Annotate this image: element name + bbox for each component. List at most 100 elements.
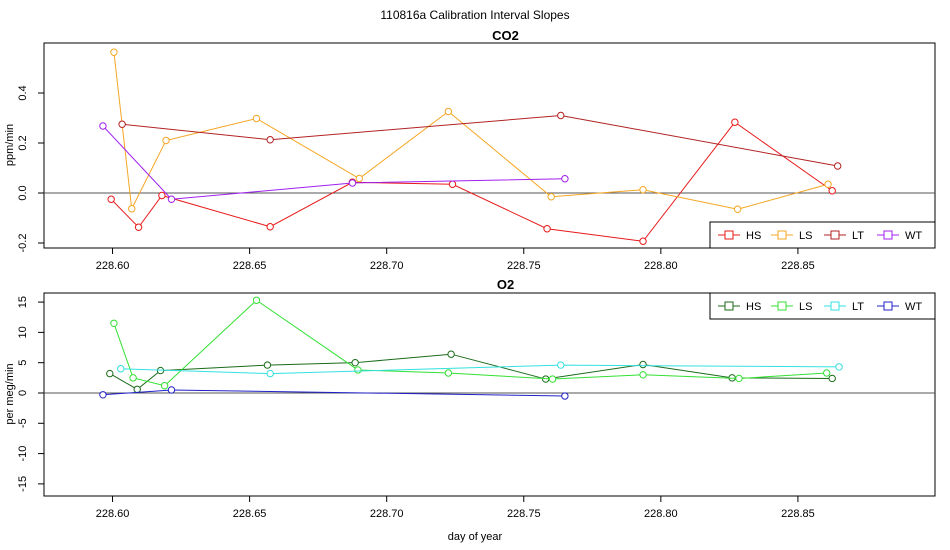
legend-swatch-marker bbox=[724, 301, 734, 311]
legend-swatch-marker bbox=[777, 230, 787, 240]
data-point bbox=[117, 365, 125, 373]
legend: HS LS LT WT bbox=[709, 221, 936, 249]
series-line bbox=[120, 364, 840, 375]
legend-label: HS bbox=[746, 301, 761, 313]
data-point bbox=[444, 107, 453, 116]
legend-swatch-marker bbox=[830, 301, 840, 311]
x-tick-label: 228.65 bbox=[233, 260, 267, 272]
data-point bbox=[99, 391, 107, 399]
series-hs bbox=[107, 118, 836, 245]
data-point bbox=[828, 374, 836, 383]
y-tick-label: 15 bbox=[17, 296, 29, 308]
series-wt bbox=[99, 122, 569, 203]
figure-title: 110816a Calibration Interval Slopes bbox=[380, 8, 569, 22]
data-point bbox=[557, 111, 565, 120]
data-point bbox=[118, 120, 126, 128]
data-point bbox=[167, 195, 176, 203]
data-point bbox=[133, 385, 141, 394]
data-point bbox=[639, 360, 647, 369]
x-tick-label: 228.65 bbox=[233, 508, 267, 520]
legend-swatch-marker bbox=[724, 230, 734, 240]
data-point bbox=[263, 361, 272, 369]
data-point bbox=[252, 114, 261, 123]
legend-swatch-marker bbox=[883, 301, 893, 311]
panel-title: O2 bbox=[497, 277, 514, 292]
x-tick-label: 228.70 bbox=[370, 260, 404, 272]
legend-label: LS bbox=[799, 230, 812, 242]
data-point bbox=[444, 369, 453, 377]
legend-swatch-marker bbox=[883, 230, 893, 240]
y-axis-label: ppm/min bbox=[4, 124, 16, 166]
data-point bbox=[110, 48, 118, 56]
data-point bbox=[167, 386, 176, 394]
data-point bbox=[447, 350, 455, 358]
y-tick-label: 5 bbox=[17, 360, 29, 366]
data-point bbox=[110, 319, 118, 327]
data-point bbox=[835, 363, 843, 371]
data-point bbox=[548, 375, 557, 383]
y-axis-label: per meg/min bbox=[4, 363, 16, 424]
data-point bbox=[639, 237, 647, 245]
series-line bbox=[122, 114, 838, 167]
y-tick-label: -15 bbox=[17, 476, 29, 492]
data-point bbox=[129, 374, 137, 382]
co2-panel: CO2 228.60 228.65 228.70 228.75 228.80 228.85 -… bbox=[4, 28, 936, 272]
data-point bbox=[639, 186, 647, 194]
legend-label: LS bbox=[799, 301, 812, 313]
data-point bbox=[266, 223, 274, 231]
data-point bbox=[266, 136, 274, 144]
x-tick-label: 228.85 bbox=[781, 260, 815, 272]
plot-frame bbox=[43, 42, 936, 249]
legend-label: LT bbox=[852, 301, 864, 313]
data-point bbox=[160, 382, 169, 390]
legend-label: HS bbox=[746, 230, 761, 242]
data-point bbox=[735, 374, 743, 383]
plot-frame bbox=[43, 292, 936, 497]
data-point bbox=[547, 193, 555, 201]
data-point bbox=[354, 366, 362, 374]
data-point bbox=[824, 180, 832, 188]
series-lt bbox=[117, 361, 843, 378]
x-tick-label: 228.60 bbox=[96, 508, 130, 520]
x-tick-label: 228.85 bbox=[781, 508, 815, 520]
data-point bbox=[351, 358, 359, 367]
x-axis-label: day of year bbox=[448, 531, 503, 543]
series-lt bbox=[118, 111, 842, 170]
panel-title: CO2 bbox=[492, 28, 519, 43]
legend-label: WT bbox=[905, 230, 922, 242]
data-point bbox=[355, 174, 363, 183]
data-point bbox=[158, 191, 166, 200]
y-tick-label: 0.0 bbox=[17, 185, 29, 200]
o2-panel: O2 228.60 228.65 228.70 228.75 228.80 228.85 -1… bbox=[4, 277, 936, 520]
series-line bbox=[113, 52, 829, 211]
data-point bbox=[134, 223, 143, 231]
x-tick-label: 228.70 bbox=[370, 508, 404, 520]
y-tick-label: 0 bbox=[17, 390, 29, 396]
series-line bbox=[113, 299, 827, 387]
y-tick-label: -0.2 bbox=[17, 234, 29, 253]
data-point bbox=[99, 122, 107, 130]
data-point bbox=[162, 136, 170, 145]
x-tick-label: 228.80 bbox=[644, 508, 678, 520]
series-ls bbox=[110, 296, 831, 390]
data-point bbox=[823, 369, 831, 377]
data-point bbox=[266, 369, 274, 378]
y-tick-label: 0.2 bbox=[17, 135, 29, 150]
data-point bbox=[828, 187, 836, 195]
data-point bbox=[561, 392, 569, 400]
data-point bbox=[731, 118, 739, 126]
legend-swatch-marker bbox=[777, 301, 787, 311]
data-point bbox=[448, 180, 457, 188]
series-ls bbox=[110, 48, 832, 213]
data-point bbox=[733, 205, 742, 213]
series-wt bbox=[99, 386, 569, 400]
data-point bbox=[639, 371, 647, 379]
legend-label: WT bbox=[905, 301, 922, 313]
data-point bbox=[833, 162, 842, 170]
legend: HS LS LT WT bbox=[709, 292, 936, 320]
data-point bbox=[252, 296, 261, 304]
data-point bbox=[348, 179, 357, 187]
y-tick-label: 0.4 bbox=[17, 85, 29, 100]
data-point bbox=[557, 361, 565, 369]
